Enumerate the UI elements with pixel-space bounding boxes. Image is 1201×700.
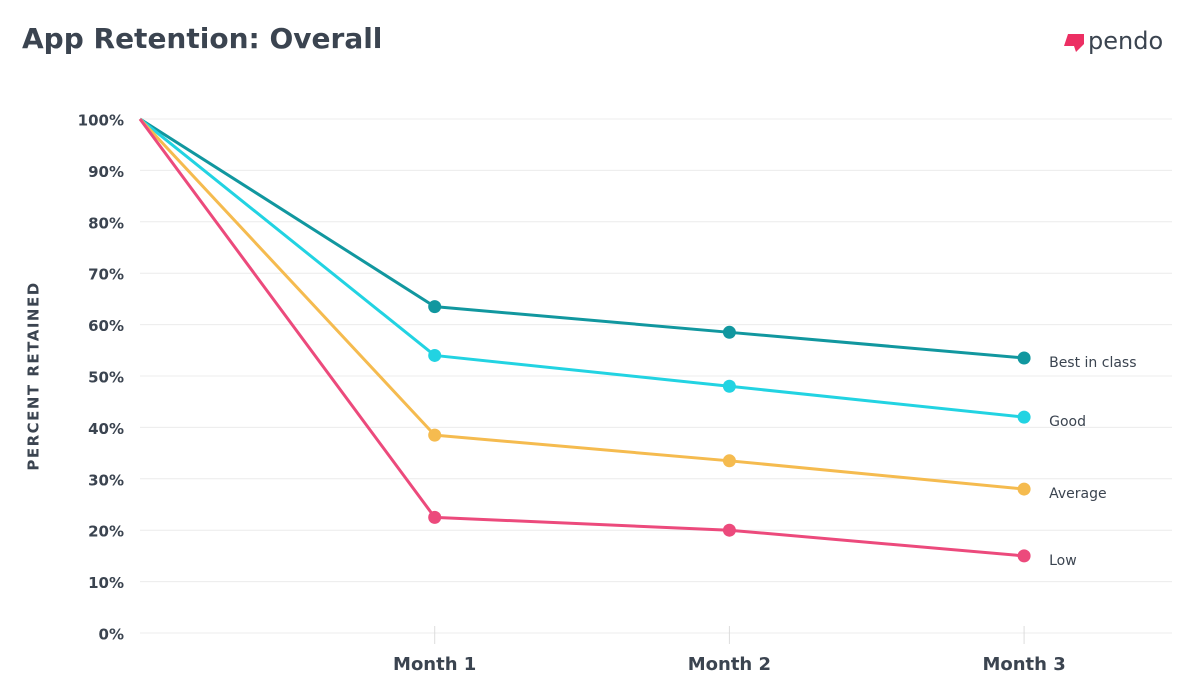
y-tick-label: 10%: [88, 574, 124, 592]
data-point: [722, 454, 736, 468]
y-tick-label: 40%: [88, 420, 124, 438]
data-point: [1017, 351, 1031, 365]
series-line: [139, 117, 1025, 360]
y-tick-label: 60%: [88, 317, 124, 335]
y-tick-label: 100%: [78, 112, 124, 130]
series-label: Average: [1049, 486, 1107, 502]
data-point: [428, 300, 442, 314]
y-tick-label: 90%: [88, 163, 124, 181]
series-line: [139, 117, 1025, 419]
x-tick-label: Month 3: [982, 654, 1065, 675]
data-point: [1017, 410, 1031, 424]
chart-title: App Retention: Overall: [22, 22, 382, 55]
y-tick-label: 70%: [88, 266, 124, 284]
series-label: Best in class: [1049, 355, 1136, 371]
data-point: [428, 428, 442, 442]
y-tick-label: 80%: [88, 214, 124, 232]
y-tick-label: 0%: [99, 626, 124, 644]
logo-icon: [1064, 34, 1084, 52]
x-tick-label: Month 1: [393, 654, 476, 675]
y-tick-label: 50%: [88, 369, 124, 387]
y-tick-label: 30%: [88, 471, 124, 489]
data-point: [428, 348, 442, 362]
logo: pendo: [1088, 27, 1163, 55]
y-tick-label: 20%: [88, 523, 124, 541]
series-line: [138, 117, 1025, 491]
data-point: [722, 325, 736, 339]
data-point: [1017, 549, 1031, 563]
data-point: [722, 523, 736, 537]
series-line: [138, 118, 1025, 558]
data-point: [722, 379, 736, 393]
data-point: [428, 510, 442, 524]
data-point: [1017, 482, 1031, 496]
x-tick-label: Month 2: [688, 654, 771, 675]
series-label: Low: [1049, 553, 1077, 569]
y-axis-label: PERCENT RETAINED: [25, 281, 43, 470]
series-label: Good: [1049, 414, 1086, 430]
